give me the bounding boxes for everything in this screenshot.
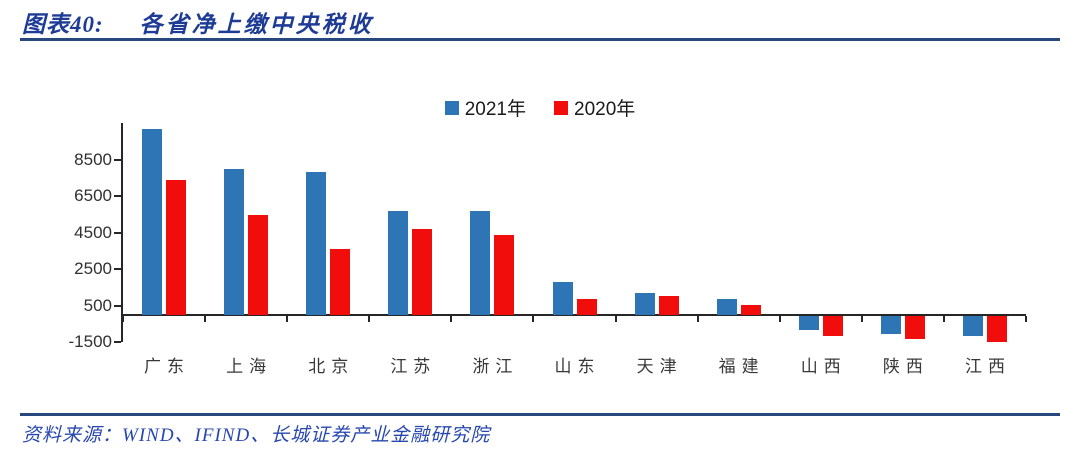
legend-label-2020年: 2020年 (574, 99, 636, 120)
x-axis-label: 陕西 (882, 357, 929, 376)
legend-label-2021年: 2021年 (464, 99, 526, 120)
y-tick (114, 341, 121, 344)
y-axis-line (121, 123, 123, 343)
x-axis-label: 江西 (964, 357, 1011, 376)
source-note: 资料来源：WIND、IFIND、长城证券产业金融研究院 (22, 425, 491, 446)
x-tick (204, 316, 207, 322)
x-tick (450, 316, 453, 322)
bar-2020年-天津 (658, 295, 679, 315)
legend-swatch-2020年 (554, 100, 568, 115)
bar-2020年-山东 (576, 299, 597, 315)
figure-number: 图表40: (22, 12, 104, 37)
bar-2021年-广东 (142, 128, 163, 315)
bar-2021年-上海 (224, 169, 245, 315)
bar-2021年-山东 (552, 282, 573, 315)
y-tick-label: 500 (83, 295, 112, 315)
x-tick (614, 316, 617, 322)
x-axis-label: 福建 (718, 357, 765, 376)
x-axis-label: 山东 (554, 357, 601, 376)
x-tick (286, 316, 289, 322)
bar-2020年-江西 (986, 316, 1007, 342)
bar-2021年-福建 (716, 298, 737, 315)
bar-2021年-浙江 (470, 210, 491, 315)
bar-2020年-上海 (248, 214, 269, 315)
y-tick-label: 8500 (74, 149, 112, 169)
x-tick (696, 316, 699, 322)
header-divider (20, 38, 1060, 41)
bar-2020年-浙江 (494, 234, 515, 315)
bar-2021年-天津 (634, 293, 655, 315)
bar-2020年-陕西 (904, 316, 925, 339)
figure-header: 图表40: 各省净上缴中央税收 (22, 5, 374, 39)
x-tick (778, 316, 781, 322)
legend-item-2021年: 2021年 (444, 94, 526, 121)
bar-2020年-山西 (822, 316, 843, 337)
x-axis-line (123, 314, 1026, 316)
y-tick (114, 231, 121, 234)
x-axis-label: 山西 (800, 357, 847, 376)
x-axis-label: 广东 (144, 357, 191, 376)
bar-2020年-广东 (166, 179, 187, 315)
y-tick (114, 158, 121, 161)
x-axis-label: 江苏 (390, 357, 437, 376)
bar-2020年-福建 (740, 304, 761, 315)
footer-divider (20, 413, 1060, 416)
bar-2021年-江苏 (388, 210, 409, 315)
bar-2021年-陕西 (880, 316, 901, 335)
bar-2021年-江西 (962, 316, 983, 337)
legend-swatch-2021年 (444, 100, 459, 115)
x-axis-label: 北京 (308, 357, 355, 376)
x-axis-label: 天津 (636, 357, 683, 376)
y-tick-label: -1500 (68, 332, 112, 352)
y-tick (114, 304, 121, 307)
bar-2020年-北京 (330, 249, 351, 315)
y-tick-label: 2500 (74, 259, 112, 279)
x-tick (860, 316, 863, 322)
chart-legend: 2021年 2020年 (0, 94, 1080, 121)
y-tick (114, 268, 121, 271)
x-tick (368, 316, 371, 322)
bar-2021年-北京 (306, 171, 327, 315)
legend-item-2020年: 2020年 (554, 94, 635, 121)
x-axis-label: 浙江 (472, 357, 519, 376)
x-axis-label: 上海 (226, 357, 273, 376)
y-tick (114, 195, 121, 198)
y-tick-label: 4500 (74, 222, 112, 242)
y-tick-label: 6500 (74, 186, 112, 206)
x-tick (532, 316, 535, 322)
figure-title: 各省净上缴中央税收 (139, 12, 374, 37)
bar-2020年-江苏 (412, 229, 433, 315)
x-tick (1025, 316, 1027, 322)
x-tick (122, 316, 124, 322)
x-tick (942, 316, 945, 322)
bar-2021年-山西 (798, 316, 819, 330)
